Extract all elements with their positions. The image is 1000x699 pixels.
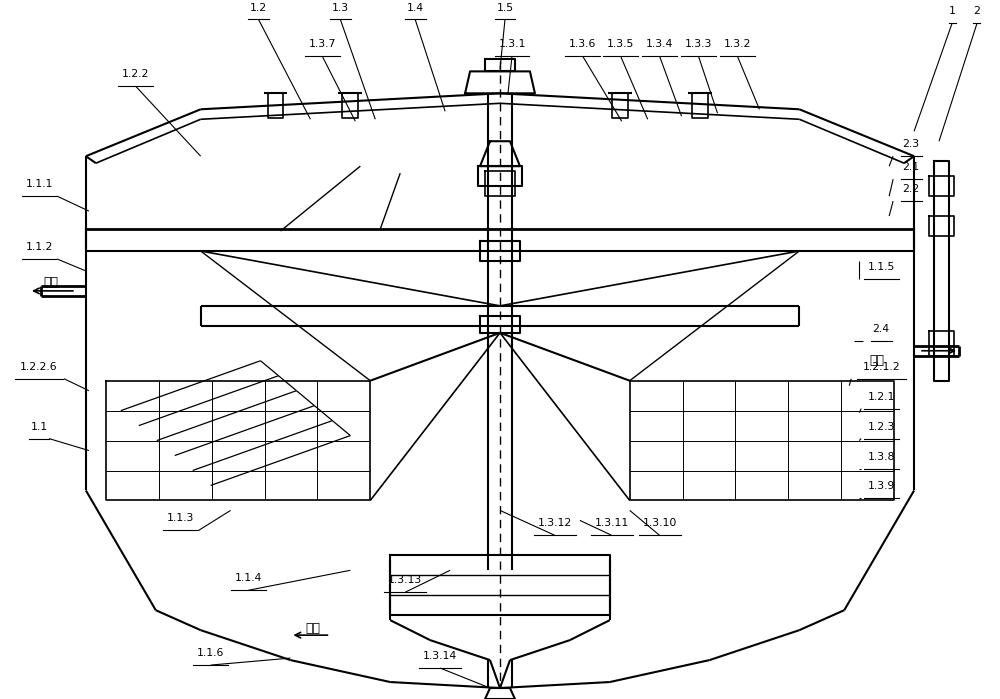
Text: 1.3.10: 1.3.10	[642, 519, 677, 528]
Text: 1.1.3: 1.1.3	[167, 513, 194, 524]
Text: 1.3.5: 1.3.5	[607, 39, 634, 50]
Text: 1: 1	[949, 6, 955, 17]
Text: 2.3: 2.3	[903, 139, 920, 149]
Text: 1.3.14: 1.3.14	[423, 651, 457, 661]
Text: 1.3.3: 1.3.3	[685, 39, 712, 50]
Text: 1.3.7: 1.3.7	[309, 39, 336, 50]
Text: 1.2.3: 1.2.3	[867, 421, 895, 431]
Text: 1.1: 1.1	[30, 421, 48, 431]
Text: 1.3.1: 1.3.1	[498, 39, 526, 50]
Text: 2.2: 2.2	[903, 184, 920, 194]
Text: 1.1.2: 1.1.2	[25, 242, 53, 252]
Text: 2.4: 2.4	[873, 324, 890, 334]
Text: 1.2.2: 1.2.2	[122, 69, 149, 80]
Text: 清汁: 清汁	[43, 276, 58, 289]
Text: 1.3.9: 1.3.9	[867, 482, 895, 491]
Text: 1.2.1.2: 1.2.1.2	[862, 361, 900, 372]
Text: 1.3.12: 1.3.12	[538, 519, 572, 528]
Text: 1.3.8: 1.3.8	[867, 452, 895, 461]
Text: 1.4: 1.4	[407, 3, 424, 13]
Text: 1.3.11: 1.3.11	[595, 519, 629, 528]
Text: 2: 2	[974, 6, 980, 17]
Text: 1.2.1: 1.2.1	[867, 391, 895, 402]
Text: 1.1.4: 1.1.4	[235, 573, 262, 583]
Text: 1.5: 1.5	[496, 3, 514, 13]
Text: 糖汁: 糖汁	[869, 354, 884, 367]
Text: 1.2.2.6: 1.2.2.6	[20, 361, 58, 372]
Text: 1.2: 1.2	[250, 3, 267, 13]
Text: 1.3: 1.3	[332, 3, 349, 13]
Text: 1.3.13: 1.3.13	[388, 575, 422, 585]
Text: 1.1.5: 1.1.5	[867, 262, 895, 272]
Text: 1.3.6: 1.3.6	[569, 39, 597, 50]
Text: 1.3.2: 1.3.2	[724, 39, 751, 50]
Text: 1.1.1: 1.1.1	[25, 179, 53, 189]
Text: 1.1.6: 1.1.6	[197, 648, 224, 658]
Text: 1.3.4: 1.3.4	[646, 39, 673, 50]
Text: 泥浆: 泥浆	[305, 621, 320, 635]
Text: 2.1: 2.1	[903, 162, 920, 172]
